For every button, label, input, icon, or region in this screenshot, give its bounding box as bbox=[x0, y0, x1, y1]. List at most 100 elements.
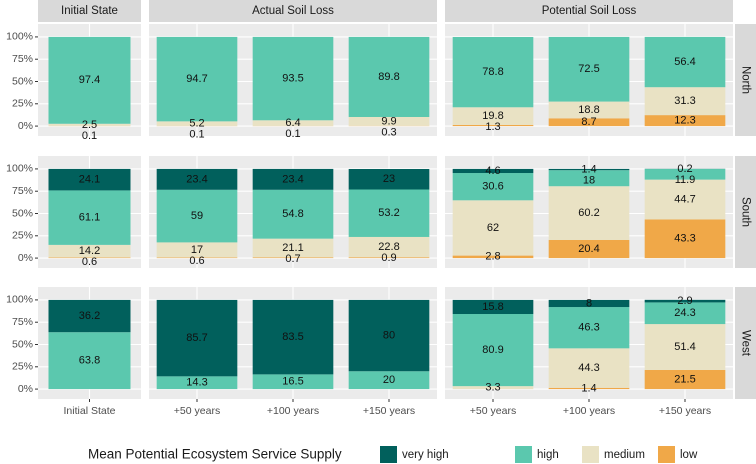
strip bbox=[735, 287, 756, 399]
bar-segment bbox=[452, 173, 534, 201]
data-label: 43.3 bbox=[674, 233, 695, 245]
data-label: 0.3 bbox=[381, 126, 396, 138]
data-label: 61.1 bbox=[79, 212, 100, 224]
bar-segment bbox=[48, 244, 131, 258]
bar-segment bbox=[644, 369, 726, 390]
legend-swatch bbox=[658, 446, 675, 463]
data-label: 31.3 bbox=[674, 95, 695, 107]
data-label: 72.5 bbox=[578, 63, 599, 75]
data-label: 4.6 bbox=[485, 165, 500, 177]
data-label: 80.9 bbox=[482, 344, 503, 356]
bar-segment bbox=[548, 299, 630, 308]
data-label: 8.7 bbox=[581, 116, 596, 128]
bar-segment bbox=[644, 87, 726, 116]
data-label: 1.3 bbox=[485, 121, 500, 133]
bar-segment bbox=[644, 302, 726, 325]
bar-segment bbox=[548, 101, 630, 119]
bar-segment bbox=[48, 257, 131, 259]
bar-segment bbox=[348, 236, 430, 258]
data-label: 0.6 bbox=[82, 256, 97, 268]
y-tick-label: 75% bbox=[12, 316, 33, 328]
data-label: 2.5 bbox=[82, 119, 97, 131]
data-label: 53.2 bbox=[378, 207, 399, 219]
data-label: 12.3 bbox=[674, 115, 695, 127]
y-tick-label: 25% bbox=[12, 361, 33, 373]
y-tick-label: 0% bbox=[18, 252, 33, 264]
bar-segment bbox=[252, 257, 334, 259]
bar-segment bbox=[348, 169, 430, 190]
bar-segment bbox=[644, 115, 726, 127]
bar-segment bbox=[452, 314, 534, 387]
data-label: 15.8 bbox=[482, 301, 503, 313]
data-label: 20.4 bbox=[578, 243, 599, 255]
data-label: 14.3 bbox=[186, 377, 207, 389]
y-tick-label: 0% bbox=[18, 383, 33, 395]
data-label: 0.1 bbox=[285, 128, 300, 140]
bar-segment bbox=[452, 168, 534, 174]
data-label: 80 bbox=[383, 329, 395, 341]
bar-segment bbox=[548, 118, 630, 127]
data-label: 19.8 bbox=[482, 110, 503, 122]
data-label: 1.4 bbox=[581, 163, 596, 175]
data-label: 18 bbox=[583, 174, 595, 186]
y-tick-label: 100% bbox=[6, 163, 33, 175]
data-label: 5.2 bbox=[189, 118, 204, 130]
data-label: 44.3 bbox=[578, 362, 599, 374]
bar-segment bbox=[156, 168, 238, 190]
bar-segment bbox=[548, 239, 630, 259]
bar-segment bbox=[452, 200, 534, 256]
y-tick-label: 100% bbox=[6, 31, 33, 43]
data-label: 93.5 bbox=[282, 73, 303, 85]
x-tick-label: +100 years bbox=[563, 405, 615, 417]
data-label: 0.2 bbox=[677, 163, 692, 175]
data-label: 21.5 bbox=[674, 373, 695, 385]
bar-segment bbox=[348, 257, 430, 259]
strip bbox=[38, 0, 141, 22]
legend-label: very high bbox=[402, 449, 449, 461]
data-label: 20 bbox=[383, 374, 395, 386]
bar-segment bbox=[548, 387, 630, 390]
strip bbox=[445, 0, 733, 22]
bar-segment bbox=[548, 186, 630, 240]
bar-segment bbox=[644, 219, 726, 259]
bar-segment bbox=[252, 299, 334, 375]
data-label: 9.9 bbox=[381, 115, 396, 127]
data-label: 0.1 bbox=[82, 130, 97, 142]
data-label: 46.3 bbox=[578, 322, 599, 334]
bar-segment bbox=[252, 374, 334, 390]
data-label: 60.2 bbox=[578, 207, 599, 219]
bar-segment bbox=[548, 170, 630, 187]
row-strip-label: South bbox=[739, 197, 751, 227]
bar-segment bbox=[348, 36, 430, 117]
bar-segment bbox=[48, 168, 131, 191]
column-strip-label: Initial State bbox=[61, 5, 118, 17]
data-label: 23 bbox=[383, 173, 395, 185]
legend-swatch bbox=[582, 446, 599, 463]
bar-segment bbox=[348, 371, 430, 390]
bar-segment bbox=[548, 307, 630, 349]
data-label: 0.1 bbox=[189, 129, 204, 141]
data-label: 62 bbox=[487, 222, 499, 234]
data-label: 23.4 bbox=[282, 173, 303, 185]
bar-segment bbox=[644, 299, 726, 303]
bar-segment bbox=[156, 121, 238, 126]
x-tick-label: Initial State bbox=[64, 405, 116, 417]
data-label: 21.1 bbox=[282, 242, 303, 254]
bar-segment bbox=[348, 299, 430, 372]
data-label: 89.8 bbox=[378, 71, 399, 83]
strip bbox=[735, 24, 756, 136]
x-tick-label: +50 years bbox=[470, 405, 516, 417]
data-label: 44.7 bbox=[674, 193, 695, 205]
y-tick-label: 50% bbox=[12, 338, 33, 350]
data-label: 24.1 bbox=[79, 174, 100, 186]
data-label: 17 bbox=[191, 244, 203, 256]
bar-segment bbox=[156, 189, 238, 243]
bar-segment bbox=[644, 169, 726, 180]
data-label: 14.2 bbox=[79, 245, 100, 257]
bar-segment bbox=[452, 37, 534, 108]
data-label: 22.8 bbox=[378, 241, 399, 253]
y-tick-label: 100% bbox=[6, 294, 33, 306]
strip bbox=[149, 0, 437, 22]
data-label: 63.8 bbox=[79, 355, 100, 367]
data-label: 0.9 bbox=[381, 252, 396, 264]
